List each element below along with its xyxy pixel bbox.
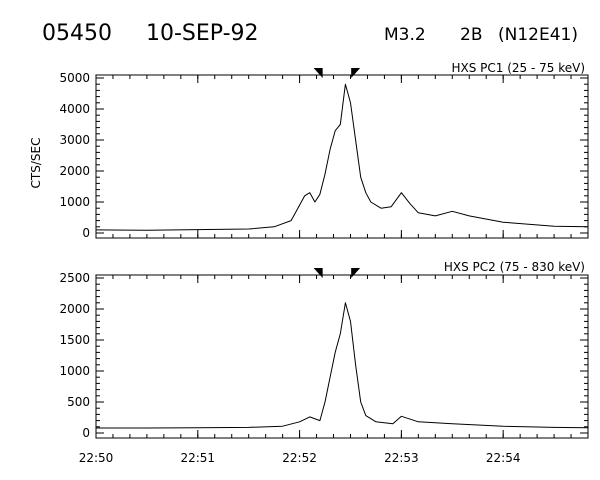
- pc2-plot-frame: [95, 274, 589, 439]
- x-tick-label: 22:50: [79, 451, 114, 465]
- interval-end-marker: [351, 268, 361, 278]
- y-tick-label: 4000: [59, 102, 90, 116]
- y-tick-label: 0: [82, 226, 90, 240]
- y-axis-label: CTS/SEC: [29, 138, 43, 189]
- y-tick-label: 1000: [59, 195, 90, 209]
- y-tick-label: 2000: [59, 164, 90, 178]
- header-goes-class: M3.2: [384, 25, 426, 45]
- header-date: 10-SEP-92: [146, 21, 259, 46]
- y-tick-label: 3000: [59, 133, 90, 147]
- y-tick-label: 500: [67, 395, 90, 409]
- header-optical-class: 2B: [460, 25, 482, 45]
- y-tick-label: 1500: [59, 333, 90, 347]
- interval-start-marker: [313, 68, 323, 78]
- x-tick-label: 22:53: [384, 451, 419, 465]
- x-tick-label: 22:51: [180, 451, 215, 465]
- pc1-count-rate-line: [95, 83, 589, 231]
- pc2-count-rate-line: [96, 302, 589, 429]
- interval-end-marker: [351, 68, 361, 78]
- pc1-panel-title: HXS PC1 (25 - 75 keV): [451, 61, 585, 75]
- header-event-id: 05450: [42, 21, 112, 46]
- pc2-panel: HXS PC2 (75 - 830 keV) 0 500 1000 1500 2000 2…: [59, 260, 589, 465]
- y-tick-label: 1000: [59, 364, 90, 378]
- interval-start-marker: [313, 268, 323, 278]
- y-tick-label: 5000: [59, 71, 90, 85]
- y-tick-label: 2500: [59, 271, 90, 285]
- x-tick-label: 22:52: [282, 451, 317, 465]
- pc1-plot-frame: [95, 74, 589, 239]
- x-tick-label: 22:54: [486, 451, 521, 465]
- y-tick-label: 0: [82, 426, 90, 440]
- pc2-panel-title: HXS PC2 (75 - 830 keV): [444, 260, 585, 274]
- pc1-panel: HXS PC1 (25 - 75 keV) CTS/SEC 0 1000 2000 3…: [29, 61, 589, 240]
- y-tick-label: 2000: [59, 302, 90, 316]
- header-location: (N12E41): [498, 25, 578, 45]
